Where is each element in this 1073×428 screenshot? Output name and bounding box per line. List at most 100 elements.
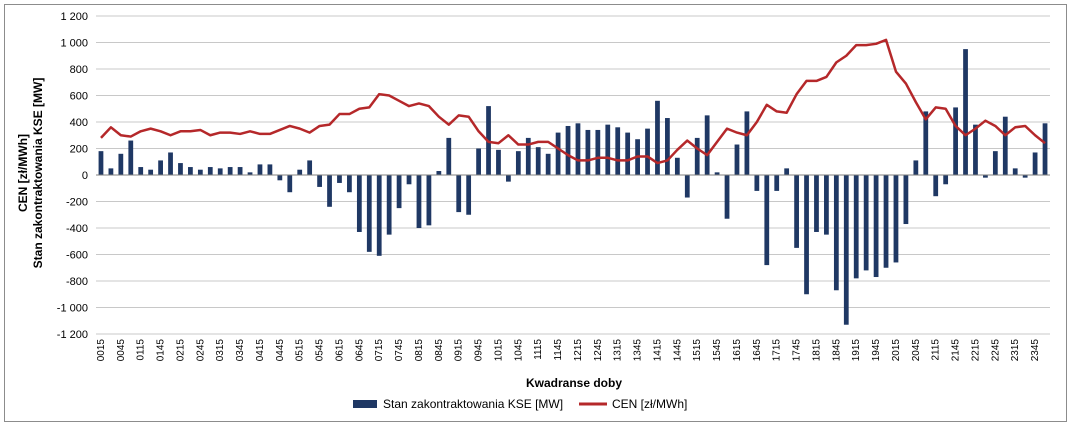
x-axis-title: Kwadranse doby (526, 376, 622, 390)
bar (754, 175, 760, 191)
x-tick-label: 0345 (235, 339, 246, 362)
x-tick-label: 0145 (156, 339, 167, 362)
bar (1042, 123, 1048, 175)
bar (913, 160, 919, 175)
y-axis-tick-labels: -1 200 -1 000 -800 -600 -400 -200 0 200 400 600 80… (57, 11, 88, 341)
x-tick-label: 0545 (315, 339, 326, 362)
bar (714, 172, 720, 175)
bar (277, 175, 283, 181)
bar (933, 175, 939, 197)
x-tick-label: 0045 (116, 339, 127, 362)
bar (347, 175, 352, 193)
bar (734, 144, 740, 175)
bar (525, 137, 531, 175)
x-tick-label: 0315 (215, 339, 226, 362)
gridlines (96, 15, 1050, 335)
legend-label-line: CEN [zł/MWh] (612, 397, 687, 411)
bar (386, 175, 392, 235)
x-tick-label: 0645 (354, 339, 365, 362)
x-tick-label: 1745 (792, 339, 803, 362)
bar (1002, 116, 1008, 175)
y-tick-label: -800 (66, 276, 88, 288)
x-tick-label: 2345 (1030, 339, 1041, 362)
bar (704, 115, 710, 175)
y-tick-label: 800 (70, 64, 88, 76)
y-tick-label: -200 (66, 197, 88, 209)
bar (178, 163, 183, 175)
x-tick-label: 0415 (255, 339, 266, 362)
x-tick-label: 0515 (295, 339, 306, 362)
legend-label-bars: Stan zakontraktowania KSE [MW] (383, 397, 563, 411)
bar (724, 175, 730, 219)
x-tick-label: 2215 (970, 339, 981, 362)
bar (535, 147, 541, 175)
x-tick-label: 0115 (136, 339, 147, 361)
bar (118, 153, 124, 175)
x-tick-label: 1345 (633, 339, 644, 362)
x-tick-label: 2015 (891, 339, 902, 362)
bar (446, 137, 452, 175)
bar (804, 175, 809, 295)
x-tick-label: 1915 (851, 339, 862, 362)
bar (515, 151, 521, 175)
bar (853, 175, 859, 279)
bar (337, 175, 342, 183)
bar (1032, 152, 1038, 175)
bar (794, 175, 799, 248)
bar (784, 168, 790, 175)
bar (953, 107, 958, 175)
bar (764, 175, 770, 266)
bar (267, 164, 273, 175)
y-tick-label: 0 (82, 170, 88, 182)
bar (625, 132, 631, 175)
y-tick-label: -1 000 (57, 303, 88, 315)
bar (356, 175, 362, 232)
bar (396, 175, 402, 209)
bar (506, 175, 511, 182)
bar (575, 123, 581, 175)
bar (824, 175, 829, 235)
x-tick-label: 1645 (752, 339, 763, 362)
legend-swatch-bars (353, 400, 377, 408)
x-tick-label: 0745 (394, 339, 405, 362)
bar (168, 152, 173, 175)
bar (923, 111, 929, 175)
bar (287, 175, 293, 193)
bar (814, 175, 819, 232)
x-tick-label: 1845 (831, 339, 842, 362)
x-tick-label: 1215 (573, 339, 584, 362)
bar-series (98, 49, 1048, 325)
x-tick-label: 0945 (474, 339, 485, 362)
bar (496, 149, 501, 175)
bar (943, 175, 949, 185)
y-tick-label: 1 200 (60, 11, 88, 23)
x-tick-label: 1715 (772, 339, 783, 362)
bar (317, 175, 322, 187)
bar (863, 175, 869, 271)
bar (833, 175, 839, 291)
bar (883, 175, 889, 268)
x-tick-label: 1445 (672, 339, 683, 362)
bar (426, 175, 432, 226)
bar (973, 124, 978, 175)
y-tick-label: 400 (70, 117, 88, 129)
x-tick-label: 0215 (175, 339, 186, 362)
chart-frame: -1 200 -1 000 -800 -600 -400 -200 0 200 400 600 80… (4, 4, 1067, 422)
bar (843, 175, 849, 325)
bar (1012, 168, 1018, 175)
bar (128, 140, 134, 175)
chart-canvas: -1 200 -1 000 -800 -600 -400 -200 0 200 400 600 80… (16, 11, 1050, 411)
x-tick-label: 1615 (732, 339, 743, 362)
bar (108, 168, 114, 175)
x-tick-label: 2045 (911, 339, 922, 362)
bar (1022, 175, 1028, 178)
bar (158, 160, 163, 175)
x-tick-label: 2115 (931, 339, 942, 361)
x-tick-label: 2315 (1010, 339, 1021, 362)
bar (605, 124, 611, 175)
bar (406, 175, 412, 185)
bar (565, 125, 571, 175)
x-tick-label: 1115 (533, 339, 544, 360)
x-tick-label: 1315 (613, 339, 624, 362)
bar (903, 175, 909, 225)
